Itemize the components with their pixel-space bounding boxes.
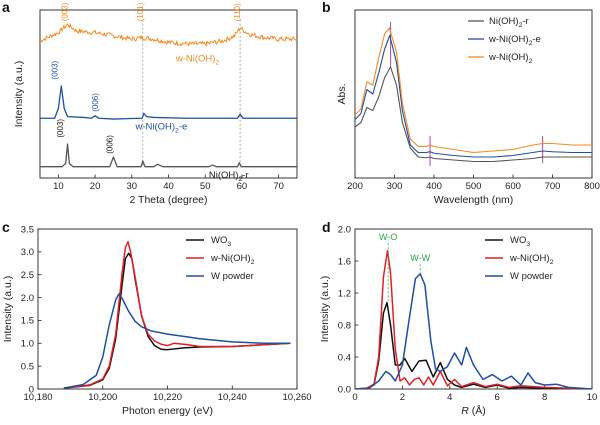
x-tick-label: 70: [273, 181, 284, 192]
x-tick-label: 30: [126, 181, 137, 192]
series-line-red: [63, 241, 291, 389]
peak-label: (003): [56, 119, 65, 138]
legend: WO3 w-Ni(OH)2 W powder: [186, 235, 255, 282]
y-tick-label: 2.0: [338, 224, 351, 235]
series-label: w-Ni(OH)2: [175, 54, 220, 67]
series-line-black: [355, 301, 592, 389]
x-tick-label: 700: [545, 181, 561, 192]
series-line-blue: [355, 34, 592, 158]
plot-frame: [39, 9, 298, 179]
peak-label: (003): [61, 2, 70, 21]
y-tick-label: 2.0: [21, 293, 34, 304]
plot-area: [40, 19, 297, 169]
x-tick-label: 10,260: [282, 392, 311, 403]
x-tick-label: 800: [584, 181, 600, 192]
x-axis-title: Wavelength (nm): [434, 194, 514, 206]
x-tick-label: 0: [352, 392, 357, 403]
x-tick-label: 2: [400, 392, 405, 403]
x-tick-label: 10,220: [153, 392, 182, 403]
series-line-blue: [63, 293, 291, 389]
x-tick-label: 10,240: [218, 392, 247, 403]
plot-area: [355, 243, 592, 389]
panel-letter-c: c: [2, 219, 10, 235]
panel-b: 200 300 400 500 600 700 800 Wavelength (nm) Abs.…: [336, 9, 600, 206]
y-tick-label: 1.5: [21, 316, 34, 327]
series-line-orange: [355, 27, 592, 154]
panel-letter-a: a: [2, 0, 10, 15]
y-tick-label: 2.5: [21, 270, 34, 281]
x-tick-label: 4: [447, 392, 452, 403]
y-tick-label: 0.5: [21, 361, 34, 372]
x-tick-label: 10: [587, 392, 598, 403]
plot-frame: [37, 228, 298, 390]
plot-area: [63, 241, 291, 389]
series-line-black: [63, 252, 291, 389]
peak-label: (006): [91, 93, 100, 112]
legend-label: w-Ni(OH)2: [509, 253, 554, 266]
legend-label: W powder: [510, 271, 553, 282]
peak-label: (101): [136, 2, 145, 21]
y-tick-label: 0.8: [338, 320, 351, 331]
x-tick-label: 10: [53, 181, 64, 192]
series-label: Ni(OH)2-r: [209, 170, 249, 183]
y-axis-title: Abs.: [336, 83, 348, 104]
plot-frame: [354, 228, 593, 390]
series-line-blue: [355, 273, 592, 389]
panel-letter-b: b: [322, 0, 331, 15]
peak-label: (003): [50, 60, 59, 79]
legend-label: w-Ni(OH)2: [210, 253, 255, 266]
series-label: w-Ni(OH)2-e: [134, 122, 187, 135]
bond-annotation: W-O: [379, 232, 397, 242]
y-tick-label: 0.4: [338, 352, 351, 363]
panel-a: 10 20 30 40 50 60 70 2 Theta (degree) Intensity …: [13, 2, 298, 206]
x-tick-label: 500: [466, 181, 482, 192]
x-tick-label: 400: [426, 181, 442, 192]
plot-area: [355, 22, 592, 166]
legend-label: WO3: [510, 235, 530, 248]
x-axis-title: R (Å): [461, 404, 486, 417]
x-tick-label: 8: [542, 392, 547, 403]
panel-c: 10,180 10,200 10,220 10,240 10,260 0 0.5 1.0 1.5…: [2, 224, 312, 417]
legend-label: w-Ni(OH)2-e: [488, 34, 541, 47]
legend-label: WO3: [211, 235, 231, 248]
legend: WO3 w-Ni(OH)2 W powder: [485, 235, 554, 282]
legend-label: w-Ni(OH)2: [488, 52, 533, 65]
x-tick-label: 10,200: [88, 392, 117, 403]
x-tick-label: 10,180: [23, 392, 52, 403]
x-axis-title: Photon energy (eV): [122, 405, 213, 417]
y-axis-title: Intensity (a.u.): [319, 276, 331, 343]
y-tick-label: 0: [29, 384, 34, 395]
series-line-red: [355, 249, 592, 389]
y-tick-label: 1.2: [338, 288, 351, 299]
y-axis-title: Intensity (a.u.): [2, 276, 14, 343]
peak-label: (110): [233, 3, 242, 21]
panel-letter-d: d: [322, 219, 331, 235]
y-tick-label: 3.5: [21, 224, 34, 235]
x-axis-title: 2 Theta (degree): [129, 194, 207, 206]
y-tick-label: 0.0: [338, 384, 351, 395]
series-line-orange: [40, 23, 297, 47]
y-axis-title: Intensity (a.u.): [13, 61, 25, 128]
y-tick-label: 1.6: [338, 256, 351, 267]
series-line-gray: [355, 66, 592, 163]
y-tick-label: 1.0: [21, 339, 34, 350]
x-tick-label: 40: [163, 181, 174, 192]
panel-d: 0 2 4 6 8 10 0.0 0.4 0.8 1.2 1.6 2.0 R (Å) Intensity …: [319, 224, 597, 417]
legend-label: W powder: [211, 271, 254, 282]
y-tick-label: 3.0: [21, 247, 34, 258]
x-tick-label: 300: [387, 181, 403, 192]
series-line-blue: [40, 85, 297, 120]
x-tick-label: 60: [237, 181, 248, 192]
series-line-gray: [40, 143, 297, 168]
x-tick-label: 20: [90, 181, 101, 192]
bond-annotation: W-W: [410, 253, 430, 263]
x-tick-label: 600: [505, 181, 521, 192]
x-tick-label: 200: [347, 181, 363, 192]
x-tick-label: 50: [200, 181, 211, 192]
peak-label: (006): [106, 135, 115, 154]
legend-label: Ni(OH)2-r: [489, 16, 529, 29]
x-tick-label: 6: [495, 392, 500, 403]
legend: Ni(OH)2-r w-Ni(OH)2-e w-Ni(OH)2: [468, 16, 541, 65]
